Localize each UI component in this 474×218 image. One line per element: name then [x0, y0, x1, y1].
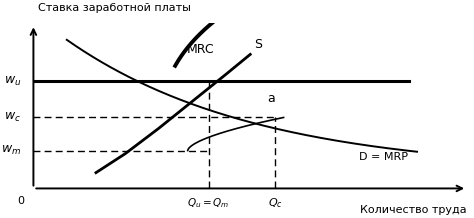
- Text: a: a: [267, 92, 274, 105]
- Text: 0: 0: [18, 196, 24, 206]
- Text: S: S: [255, 38, 263, 51]
- Text: Ставка заработной платы: Ставка заработной платы: [38, 3, 191, 13]
- Text: $Q_c$: $Q_c$: [268, 196, 283, 210]
- Text: MRC: MRC: [186, 43, 214, 56]
- Text: $w_c$: $w_c$: [4, 111, 21, 124]
- Text: Количество труда: Количество труда: [360, 205, 467, 215]
- Text: $Q_u = Q_m$: $Q_u = Q_m$: [187, 196, 230, 210]
- Text: D = MRP: D = MRP: [359, 152, 408, 162]
- Text: $w_u$: $w_u$: [3, 75, 21, 88]
- Text: $w_m$: $w_m$: [1, 144, 21, 157]
